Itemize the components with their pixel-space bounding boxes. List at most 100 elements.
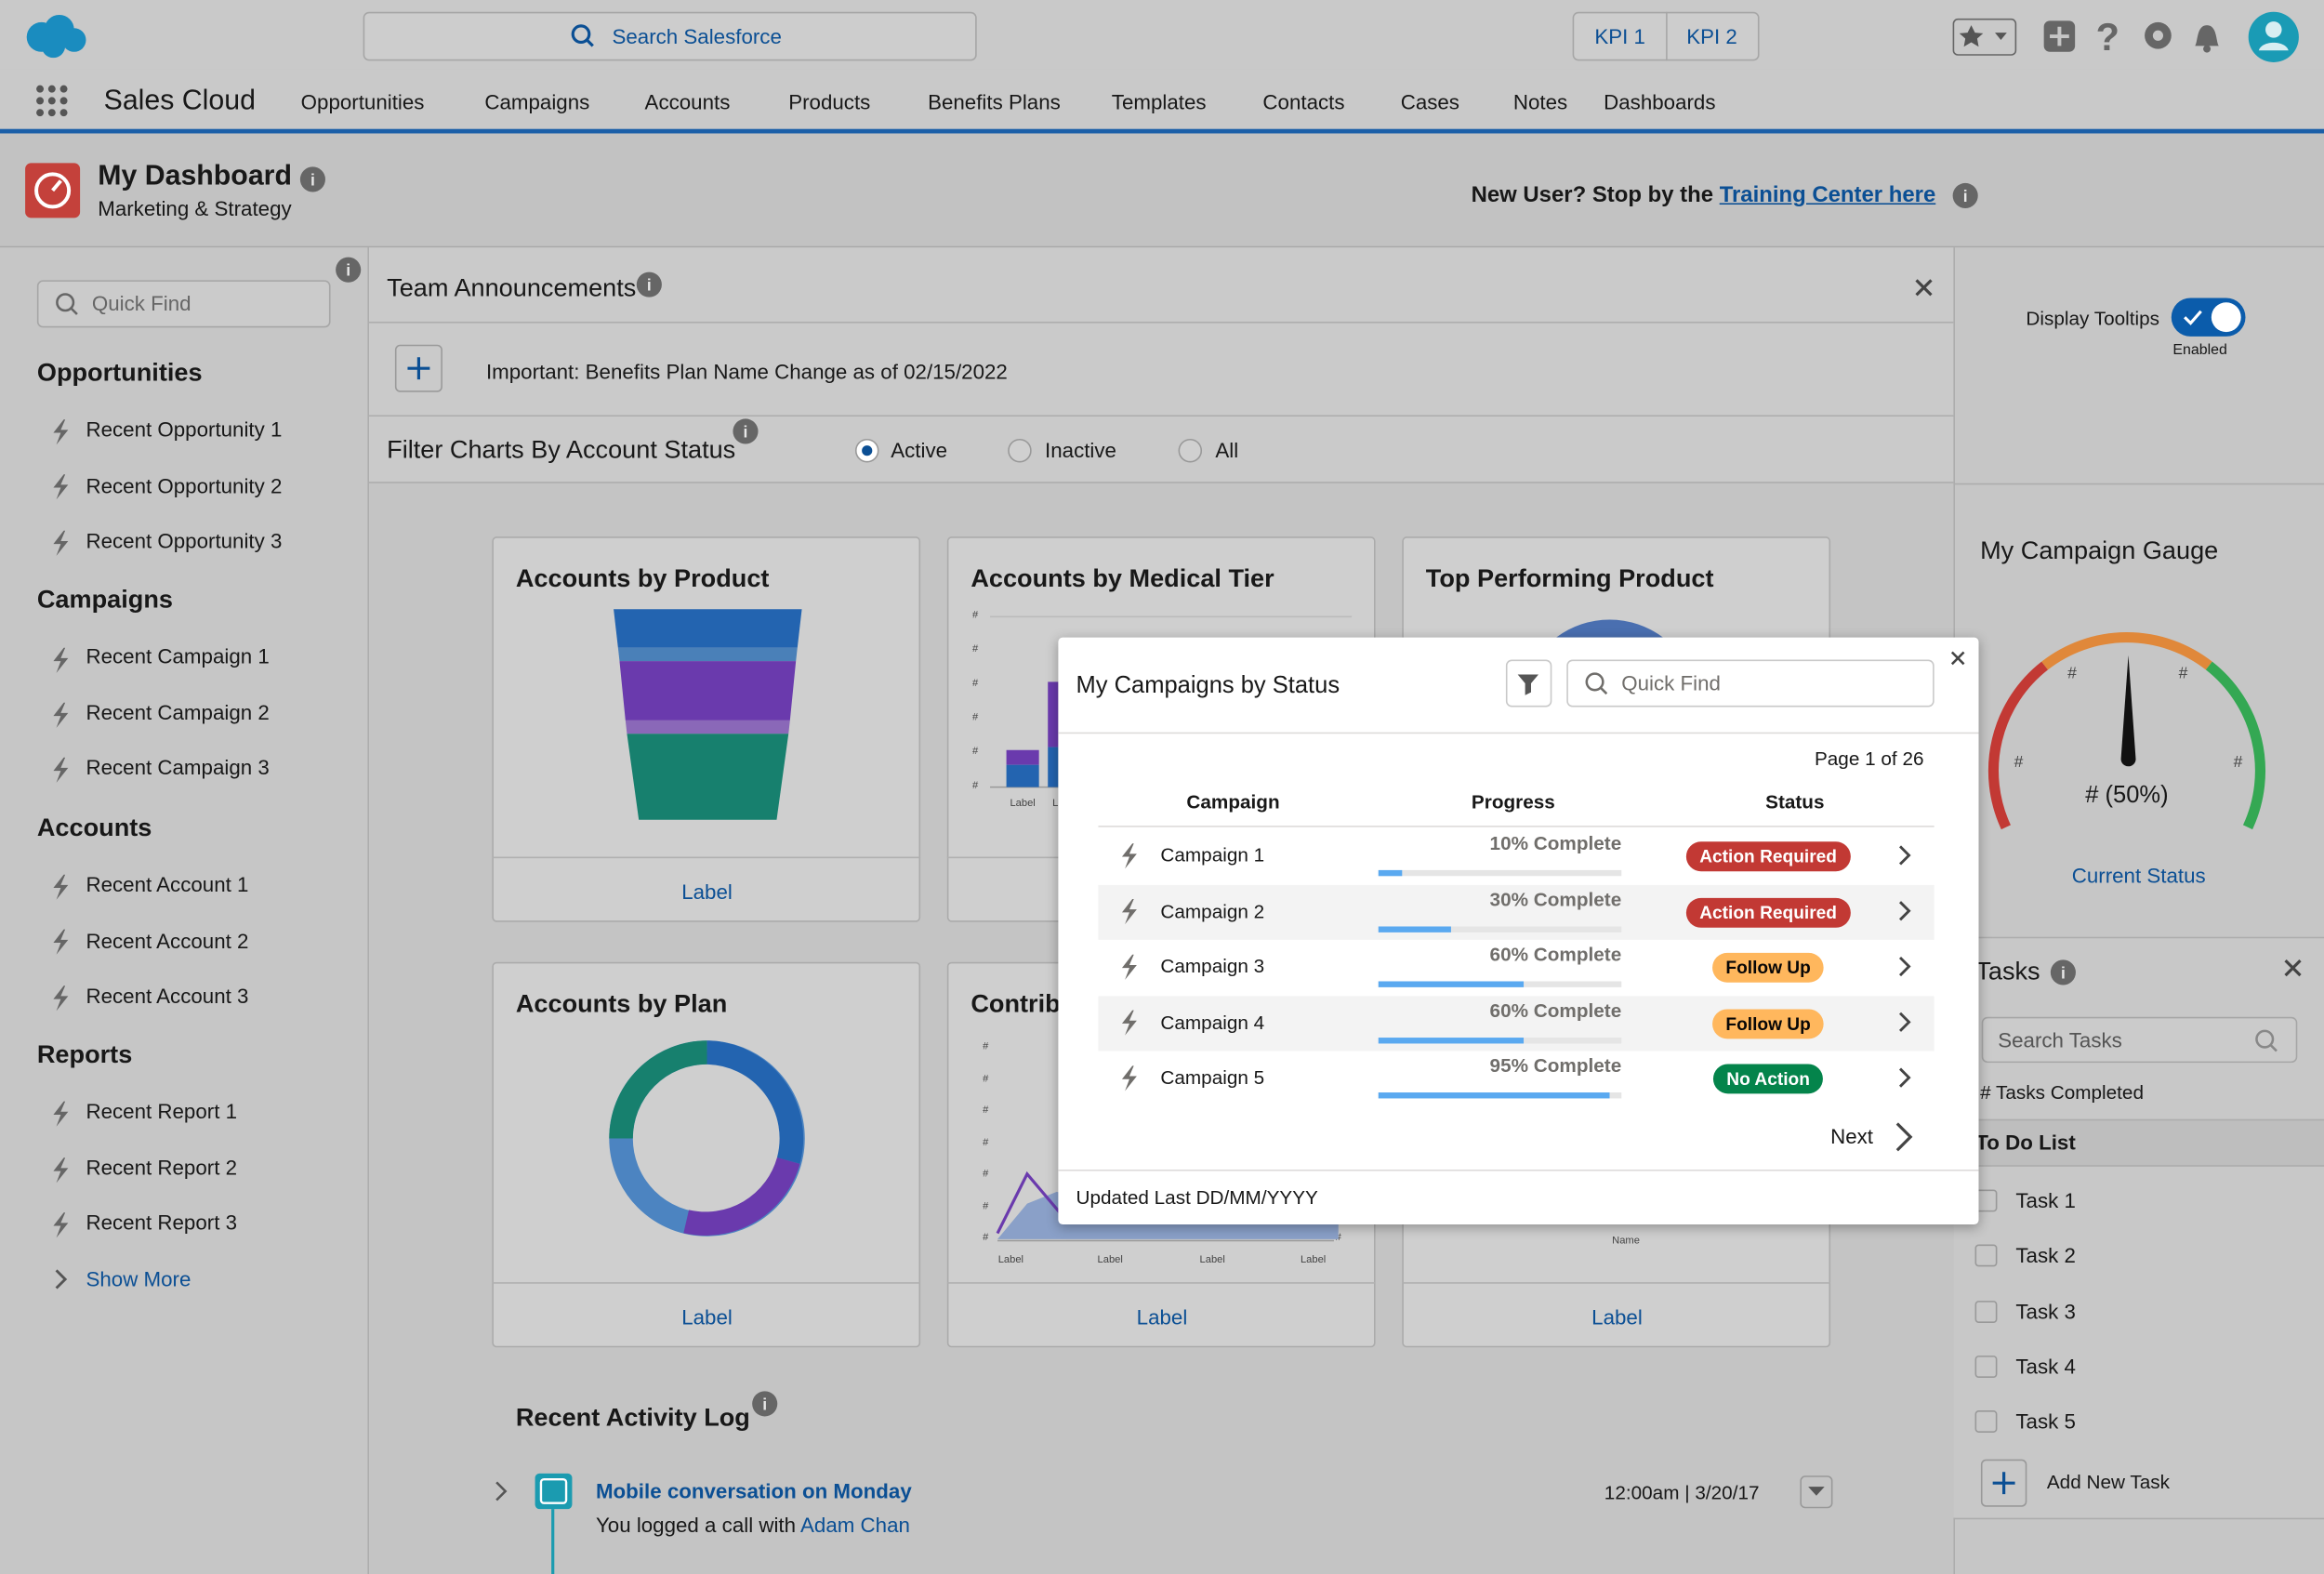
- filter-button[interactable]: [1505, 659, 1552, 708]
- gauge-link[interactable]: Current Status: [2071, 863, 2206, 888]
- filter-title: Filter Charts By Account Status: [387, 435, 736, 464]
- kpi-button[interactable]: KPI 1: [1594, 24, 1645, 48]
- sidebar-link[interactable]: Recent Account 3: [86, 984, 249, 1008]
- next-chevron: [1895, 1122, 1913, 1152]
- close-icon: [1950, 651, 1965, 666]
- column-header: Progress: [1471, 790, 1555, 813]
- notice-text: New User? Stop by the: [1471, 182, 1720, 208]
- sidebar-link[interactable]: Recent Opportunity 1: [86, 417, 283, 442]
- nav-tab[interactable]: Contacts: [1262, 89, 1345, 114]
- show-more[interactable]: Show More: [86, 1266, 191, 1291]
- nav-tab[interactable]: Templates: [1111, 89, 1207, 114]
- training-link[interactable]: Training Center here: [1719, 182, 1936, 208]
- card-divider: [492, 1282, 921, 1284]
- progress-bar: [1378, 981, 1525, 987]
- nav-tab[interactable]: Opportunities: [300, 89, 425, 114]
- x-label: Label: [1199, 1255, 1225, 1266]
- nav-tab[interactable]: Notes: [1512, 89, 1568, 114]
- gauge-tick: #: [2014, 753, 2024, 772]
- divider: [369, 482, 1954, 483]
- task-item[interactable]: Task 5: [2015, 1409, 2076, 1434]
- card-link[interactable]: Label: [681, 880, 733, 904]
- global-search[interactable]: [363, 11, 977, 61]
- person-link[interactable]: Adam Chan: [800, 1513, 910, 1537]
- card-divider: [946, 1282, 1376, 1284]
- radio-option[interactable]: All: [1215, 438, 1239, 462]
- sidebar-link[interactable]: Recent Report 1: [86, 1099, 238, 1123]
- top-bar: [0, 0, 2324, 70]
- axis-label: #: [983, 1200, 989, 1212]
- divider: [369, 415, 1954, 417]
- axis-label: #: [983, 1137, 989, 1148]
- row-chevron: [1898, 1067, 1911, 1088]
- axis-label: #: [983, 1105, 989, 1117]
- activity-text: You logged a call with Adam Chan: [595, 1513, 910, 1537]
- card-link[interactable]: Label: [681, 1305, 733, 1329]
- progress-track: [1378, 925, 1622, 932]
- divider: [369, 321, 1954, 324]
- modal-search[interactable]: [1566, 659, 1934, 708]
- sidebar-link[interactable]: Recent Account 1: [86, 872, 249, 896]
- training-notice: New User? Stop by the Training Center he…: [1472, 182, 1936, 209]
- task-item[interactable]: Task 2: [2015, 1243, 2076, 1268]
- kpi-button[interactable]: KPI 2: [1686, 24, 1737, 48]
- announcement: Important: Benefits Plan Name Change as …: [485, 359, 1008, 384]
- axis-label: #: [971, 712, 979, 723]
- bolt-icon: [1121, 1065, 1137, 1091]
- progress-label: 60% Complete: [1489, 943, 1622, 966]
- search-placeholder: Quick Find: [91, 291, 191, 315]
- sidebar-link[interactable]: Recent Report 2: [86, 1155, 238, 1179]
- modal: My Campaigns by Status Quick Find Page 1 o…: [1058, 637, 1979, 1224]
- campaign-link[interactable]: Campaign 2: [1160, 899, 1265, 922]
- axis-label: #: [983, 1073, 989, 1084]
- progress-label: 60% Complete: [1489, 999, 1622, 1022]
- sidebar-section-title: Campaigns: [36, 585, 173, 614]
- divider: [1953, 1517, 2324, 1520]
- nav-tab[interactable]: Cases: [1400, 89, 1459, 114]
- search-placeholder: Search Salesforce: [612, 24, 782, 48]
- divider: [1058, 732, 1979, 734]
- nav-tab[interactable]: Dashboards: [1604, 89, 1716, 114]
- panel-title: Tasks: [1975, 957, 2040, 985]
- add-task[interactable]: Add New Task: [2046, 1470, 2170, 1493]
- x-label: Label: [1097, 1255, 1123, 1266]
- card-link[interactable]: Label: [1136, 1305, 1188, 1329]
- campaign-link[interactable]: Campaign 5: [1160, 1065, 1265, 1089]
- divider: [1058, 1169, 1979, 1171]
- status-badge: No Action: [1712, 1064, 1824, 1094]
- task-item[interactable]: Task 4: [2015, 1354, 2076, 1378]
- sidebar-link[interactable]: Recent Campaign 3: [86, 755, 270, 780]
- row-chevron: [1898, 956, 1911, 977]
- card-link[interactable]: Label: [1591, 1305, 1643, 1329]
- nav-tab[interactable]: Products: [788, 89, 871, 114]
- sidebar-search[interactable]: [36, 280, 331, 328]
- axis-label: #: [971, 610, 979, 621]
- nav-tab[interactable]: Accounts: [644, 89, 731, 114]
- tasks-search[interactable]: [1981, 1016, 2298, 1064]
- sidebar-section-title: Reports: [36, 1039, 133, 1069]
- x-label: L: [1052, 799, 1059, 810]
- axis-label: #: [971, 678, 979, 690]
- sidebar-link[interactable]: Recent Campaign 2: [86, 699, 270, 724]
- nav-tab[interactable]: Benefits Plans: [928, 89, 1061, 114]
- activity-title[interactable]: Mobile conversation on Monday: [595, 1478, 912, 1503]
- radio-option[interactable]: Inactive: [1045, 438, 1116, 462]
- task-item[interactable]: Task 1: [2015, 1188, 2076, 1212]
- campaign-link[interactable]: Campaign 4: [1160, 1010, 1265, 1033]
- task-item[interactable]: Task 3: [2015, 1298, 2076, 1323]
- panel-title: Team Announcements: [387, 273, 637, 302]
- sidebar-link[interactable]: Recent Campaign 1: [86, 643, 270, 668]
- sidebar-link[interactable]: Recent Opportunity 2: [86, 472, 283, 497]
- campaign-link[interactable]: Campaign 1: [1160, 843, 1265, 866]
- panel-title: My Campaign Gauge: [1980, 536, 2219, 565]
- radio-option[interactable]: Active: [891, 438, 948, 462]
- axis-label: #: [971, 747, 979, 758]
- sidebar-link[interactable]: Recent Opportunity 3: [86, 528, 283, 553]
- gauge-tick: #: [2233, 753, 2243, 772]
- card-title: Contrib: [971, 989, 1061, 1019]
- nav-tab[interactable]: Campaigns: [484, 89, 590, 114]
- sidebar-link[interactable]: Recent Account 2: [86, 928, 249, 952]
- next-button[interactable]: Next: [1830, 1124, 1873, 1149]
- sidebar-link[interactable]: Recent Report 3: [86, 1210, 238, 1235]
- campaign-link[interactable]: Campaign 3: [1160, 955, 1265, 978]
